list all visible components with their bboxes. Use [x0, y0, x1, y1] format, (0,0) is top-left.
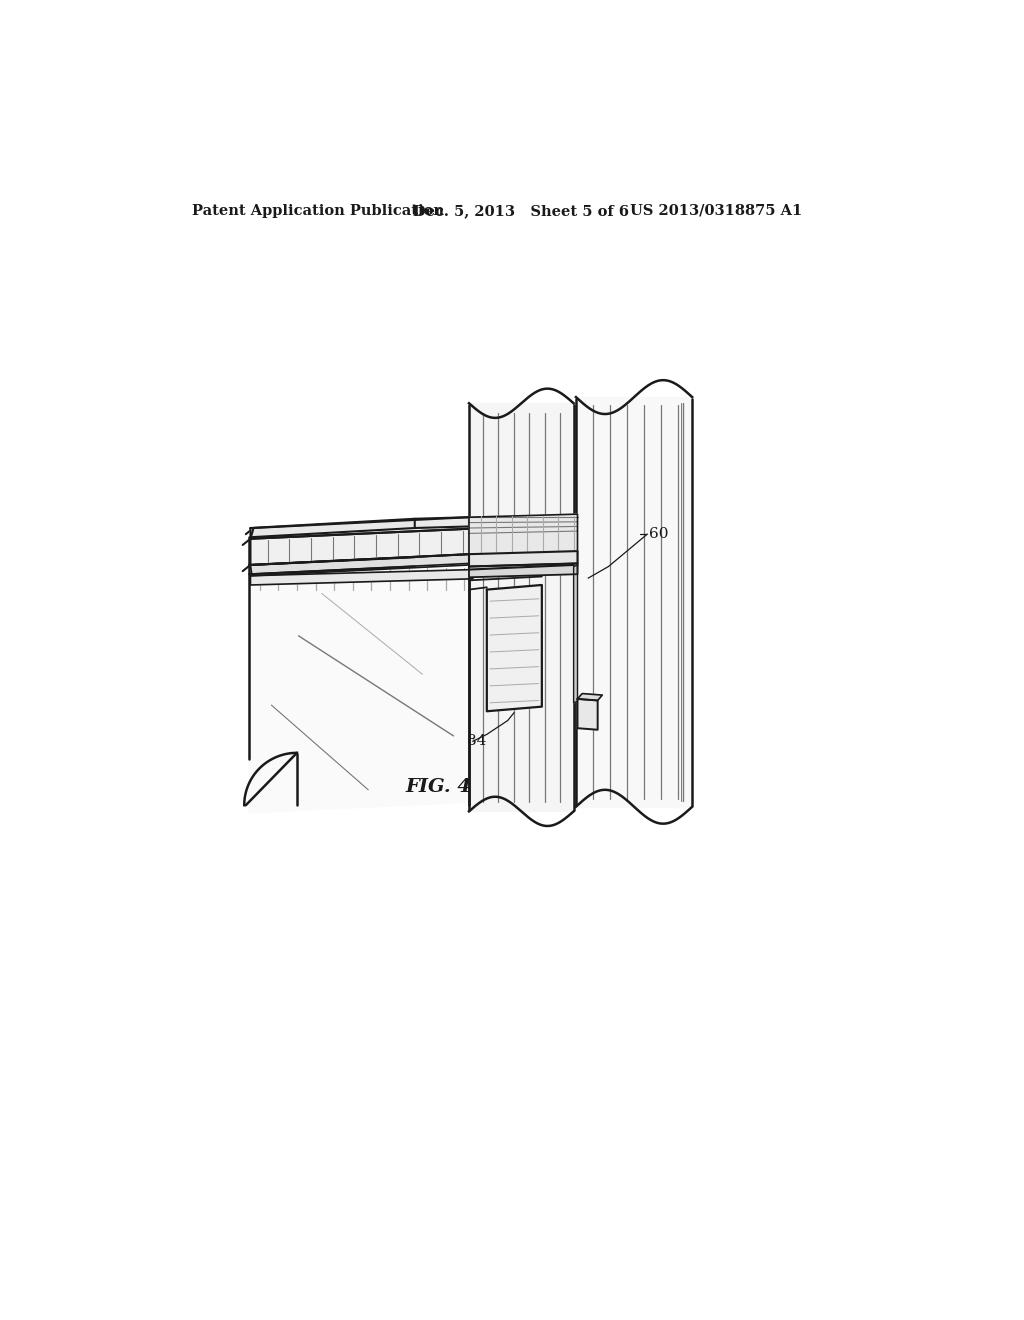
Polygon shape: [469, 552, 578, 566]
Polygon shape: [251, 519, 415, 537]
Text: Patent Application Publication: Patent Application Publication: [191, 203, 443, 218]
Text: 84: 84: [467, 734, 486, 748]
Polygon shape: [251, 517, 469, 539]
Polygon shape: [469, 564, 578, 577]
Polygon shape: [575, 397, 692, 807]
Text: FIG. 4: FIG. 4: [406, 777, 471, 796]
Polygon shape: [251, 570, 473, 585]
Polygon shape: [573, 565, 578, 702]
Polygon shape: [251, 554, 469, 576]
Text: 60: 60: [649, 527, 669, 541]
Polygon shape: [469, 404, 573, 812]
Polygon shape: [578, 700, 598, 730]
Polygon shape: [469, 515, 578, 570]
Text: Dec. 5, 2013   Sheet 5 of 6: Dec. 5, 2013 Sheet 5 of 6: [414, 203, 629, 218]
Polygon shape: [578, 693, 602, 701]
Polygon shape: [486, 585, 542, 711]
Polygon shape: [249, 554, 469, 813]
Polygon shape: [251, 529, 469, 565]
Text: US 2013/0318875 A1: US 2013/0318875 A1: [630, 203, 803, 218]
